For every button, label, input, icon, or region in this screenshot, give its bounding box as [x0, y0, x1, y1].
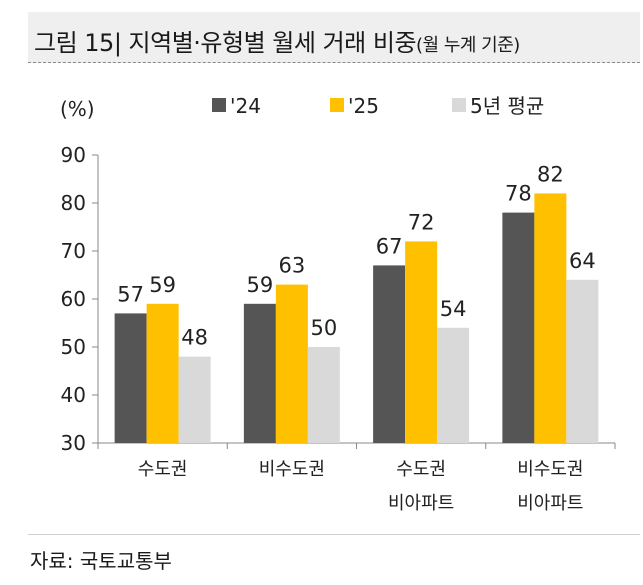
data-label: 82: [537, 162, 564, 186]
chart-title: 그림 15| 지역별·유형별 월세 거래 비중(월 누계 기준): [34, 23, 520, 58]
data-label: 63: [279, 254, 306, 278]
bar: [275, 284, 308, 443]
legend-swatch: [452, 98, 466, 112]
title-bar: 그림 15| 지역별·유형별 월세 거래 비중(월 누계 기준): [28, 12, 640, 63]
data-label: 48: [181, 326, 208, 350]
y-tick-label: 60: [61, 287, 86, 311]
bar: [146, 303, 179, 443]
chart-title-main: 그림 15| 지역별·유형별 월세 거래 비중: [34, 29, 417, 57]
bar: [437, 327, 470, 443]
x-tick-label: 수도권: [396, 459, 446, 480]
y-tick-label: 90: [61, 143, 86, 167]
data-label: 50: [311, 316, 338, 340]
legend-swatch: [212, 98, 226, 112]
x-tick-label: 비수도권: [517, 459, 583, 480]
y-tick-label: 70: [61, 239, 86, 263]
y-tick-label: 40: [61, 383, 86, 407]
bar: [534, 193, 567, 443]
source-divider: [28, 534, 640, 535]
data-label: 72: [408, 210, 435, 234]
data-label: 59: [149, 273, 176, 297]
data-label: 59: [247, 273, 274, 297]
data-label: 67: [376, 234, 403, 258]
legend-label: 5년 평균: [470, 94, 544, 118]
bar: [405, 241, 438, 443]
chart-title-sub: (월 누계 기준): [416, 35, 520, 56]
x-tick-label: 비아파트: [517, 493, 583, 514]
legend-label: '24: [230, 94, 261, 118]
bar: [178, 356, 211, 443]
y-axis-unit: (%): [60, 97, 95, 121]
bar: [243, 303, 276, 443]
x-tick-label: 수도권: [138, 459, 188, 480]
data-label: 57: [117, 282, 144, 306]
x-tick-label: 비수도권: [259, 459, 325, 480]
data-label: 64: [569, 249, 596, 273]
y-tick-label: 50: [61, 335, 86, 359]
bar: [502, 212, 535, 443]
bar: [566, 279, 599, 443]
source-note: 자료: 국토교통부: [30, 549, 172, 573]
legend-label: '25: [348, 94, 379, 118]
bar: [114, 313, 147, 443]
y-tick-label: 80: [61, 191, 86, 215]
legend-swatch: [330, 98, 344, 112]
bar: [307, 347, 340, 443]
y-tick-label: 30: [61, 431, 86, 455]
bar: [373, 265, 406, 443]
data-label: 54: [440, 297, 467, 321]
x-tick-label: 비아파트: [388, 493, 454, 514]
data-label: 78: [505, 182, 532, 206]
